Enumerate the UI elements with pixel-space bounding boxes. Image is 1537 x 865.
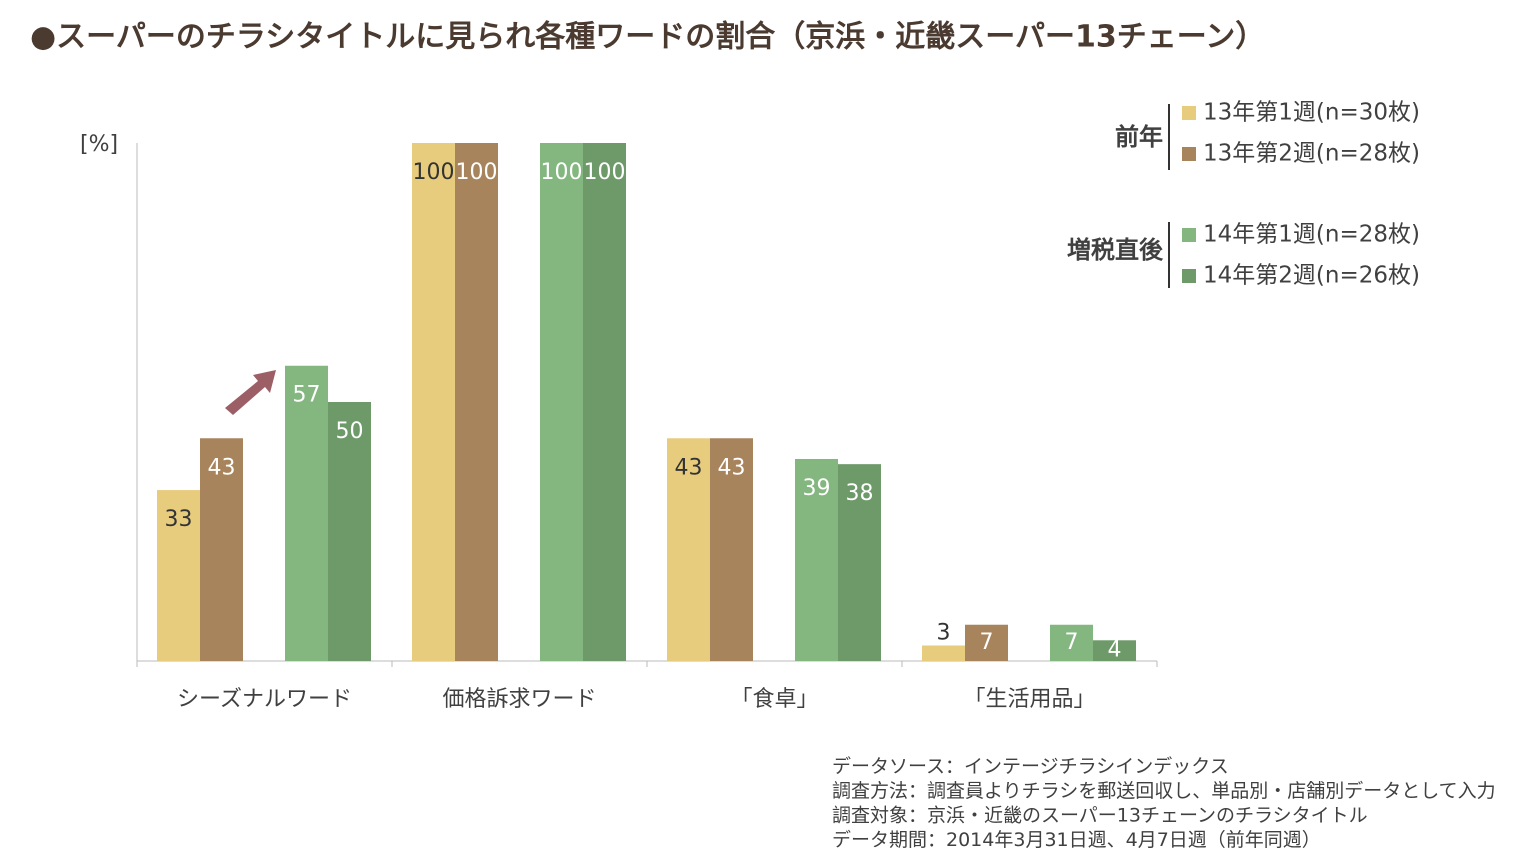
legend-group: 増税直後 (1067, 236, 1164, 264)
chart-title: ●スーパーのチラシタイトルに見られ各種ワードの割合（京浜・近畿スーパー13チェー… (30, 20, 1265, 55)
legend-group: 前年 (1115, 123, 1163, 151)
footnote: 調査方法：調査員よりチラシを郵送回収し、単品別・店舗別データとして入力 (832, 780, 1496, 802)
bar (1093, 640, 1136, 661)
data-label: 100 (413, 160, 455, 185)
x-tick-label: 「生活用品」 (963, 687, 1095, 712)
legend-label: 13年第2週(n=28枚) (1203, 141, 1420, 167)
data-label: 33 (165, 507, 193, 532)
x-tick-label: シーズナルワード (177, 687, 352, 712)
data-label: 100 (456, 160, 498, 185)
data-label: 43 (718, 455, 746, 480)
data-label: 7 (980, 630, 994, 655)
data-label: 7 (1065, 630, 1079, 655)
data-label: 43 (208, 455, 236, 480)
footnote: データ期間：2014年3月31日週、4月7日週（前年同週） (832, 829, 1321, 851)
x-tick-label: 「食卓」 (730, 687, 818, 712)
bar (455, 143, 498, 661)
data-label: 100 (584, 160, 626, 185)
bar (285, 365, 328, 661)
data-label: 38 (846, 481, 874, 506)
bar (540, 143, 583, 661)
data-label: 43 (675, 455, 703, 480)
bar (328, 402, 371, 661)
legend-label: 14年第2週(n=26枚) (1203, 263, 1420, 289)
data-label: 50 (336, 419, 364, 444)
bar (583, 143, 626, 661)
data-label: 3 (937, 620, 951, 645)
bar (1050, 624, 1093, 661)
bar (838, 464, 881, 661)
bar (710, 438, 753, 661)
bar (667, 438, 710, 661)
arrow (225, 370, 276, 415)
data-label: 39 (803, 476, 831, 501)
bar (965, 624, 1008, 661)
legend-swatch (1182, 106, 1196, 120)
x-tick-label: 価格訴求ワード (442, 687, 596, 712)
legend-label: 14年第1週(n=28枚) (1203, 222, 1420, 248)
bar (412, 143, 455, 661)
legend-label: 13年第1週(n=30枚) (1203, 100, 1420, 126)
data-label: 100 (541, 160, 583, 185)
y-axis-label: [%] (80, 132, 118, 157)
footnote: データソース：インテージチラシインデックス (832, 756, 1229, 778)
data-label: 57 (293, 383, 321, 408)
bar (922, 645, 965, 661)
legend-swatch (1182, 269, 1196, 283)
bar (795, 458, 838, 661)
legend-swatch (1182, 228, 1196, 242)
bar (157, 490, 200, 661)
footnote: 調査対象：京浜・近畿のスーパー13チェーンのチラシタイトル (832, 805, 1368, 827)
data-label: 4 (1108, 638, 1122, 663)
legend-swatch (1182, 147, 1196, 161)
bar (200, 438, 243, 661)
